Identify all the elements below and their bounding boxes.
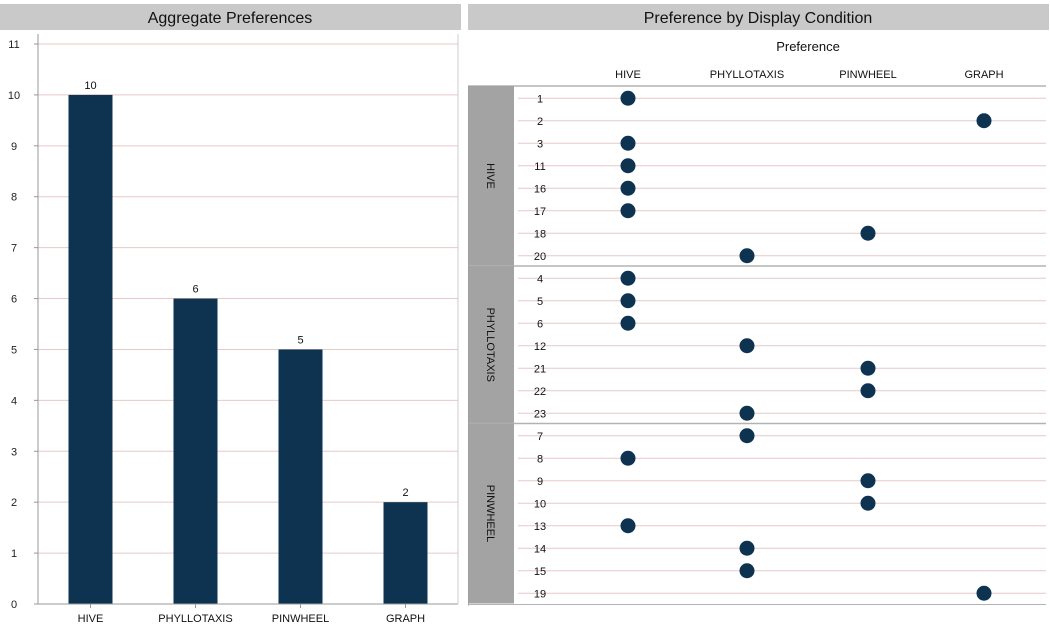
preference-dot bbox=[860, 225, 876, 241]
condition-group-hive: HIVE 1 2 3 11 16 17 18 20 bbox=[468, 85, 1046, 266]
preference-dot bbox=[739, 540, 755, 556]
row-id-label: 19 bbox=[534, 588, 546, 600]
left-y-tick-label: 8 bbox=[11, 192, 17, 204]
preference-dot bbox=[976, 113, 992, 129]
left-y-axis-ticks: 0 1 2 3 4 5 6 7 8 9 10 11 bbox=[8, 39, 38, 611]
bar-phyllotaxis bbox=[173, 298, 218, 604]
row-id-label: 14 bbox=[534, 543, 546, 555]
left-y-tick-label: 9 bbox=[11, 141, 17, 153]
preference-dot bbox=[620, 293, 636, 309]
preference-by-condition-chart: Preference by Display Condition Preferen… bbox=[468, 4, 1049, 606]
left-y-tick-label: 4 bbox=[11, 395, 17, 407]
left-y-tick-label: 6 bbox=[11, 294, 17, 306]
preference-dot bbox=[620, 203, 636, 219]
right-x-category-label: PINWHEEL bbox=[839, 69, 896, 81]
left-y-tick-label: 10 bbox=[8, 90, 20, 102]
preference-dot bbox=[620, 315, 636, 331]
right-x-category-label: GRAPH bbox=[964, 69, 1003, 81]
bar-value-label: 2 bbox=[402, 487, 408, 499]
row-id-label: 2 bbox=[537, 116, 543, 128]
left-x-tick-label: PINWHEEL bbox=[272, 613, 329, 625]
row-id-label: 18 bbox=[534, 228, 546, 240]
bar-value-label: 6 bbox=[192, 284, 198, 296]
bar-pinwheel bbox=[278, 349, 323, 604]
row-id-label: 10 bbox=[534, 498, 546, 510]
preference-dot bbox=[620, 270, 636, 286]
left-x-axis-ticks: HIVE PHYLLOTAXIS PINWHEEL GRAPH bbox=[78, 604, 425, 625]
left-chart-title: Aggregate Preferences bbox=[148, 10, 313, 27]
right-x-category-label: HIVE bbox=[615, 69, 641, 81]
preference-dot bbox=[739, 563, 755, 579]
left-y-tick-label: 11 bbox=[8, 39, 19, 51]
group-label-bg bbox=[468, 423, 514, 604]
preference-dot bbox=[860, 473, 876, 489]
preference-dot bbox=[620, 180, 636, 196]
preference-dot bbox=[620, 450, 636, 466]
group-label-bg bbox=[468, 266, 514, 424]
left-x-tick-label: PHYLLOTAXIS bbox=[158, 613, 232, 625]
group-label: HIVE bbox=[484, 163, 496, 189]
preference-dot bbox=[860, 383, 876, 399]
group-label-bg bbox=[468, 86, 514, 266]
right-chart-title: Preference by Display Condition bbox=[644, 10, 873, 27]
left-y-tick-label: 0 bbox=[11, 599, 17, 611]
preference-dot bbox=[739, 405, 755, 421]
row-id-label: 8 bbox=[537, 453, 543, 465]
preference-dot bbox=[976, 585, 992, 601]
row-id-label: 15 bbox=[534, 566, 546, 578]
left-panel-header-bg bbox=[0, 4, 461, 30]
left-y-tick-label: 7 bbox=[11, 243, 17, 255]
right-x-category-label: PHYLLOTAXIS bbox=[710, 69, 784, 81]
group-label: PINWHEEL bbox=[484, 485, 496, 542]
left-x-tick-label: HIVE bbox=[78, 613, 104, 625]
left-y-tick-label: 3 bbox=[11, 446, 17, 458]
row-id-label: 20 bbox=[534, 251, 546, 263]
bar-value-label: 5 bbox=[297, 334, 303, 346]
right-x-category-labels: HIVE PHYLLOTAXIS PINWHEEL GRAPH bbox=[615, 69, 1003, 81]
aggregate-preferences-chart: Aggregate Preferences 10 6 5 2 0 1 2 3 4 5 6 7 8 9 10… bbox=[0, 4, 461, 625]
condition-group-phyllotaxis: PHYLLOTAXIS 4 5 6 12 21 22 23 bbox=[468, 265, 1046, 424]
row-id-label: 9 bbox=[537, 476, 543, 488]
row-id-label: 16 bbox=[534, 183, 546, 195]
bar-hive bbox=[68, 94, 113, 604]
row-id-label: 7 bbox=[537, 431, 543, 443]
row-id-label: 21 bbox=[534, 363, 546, 375]
preference-dot bbox=[620, 158, 636, 174]
preference-dot bbox=[739, 338, 755, 354]
left-bars bbox=[68, 94, 428, 604]
bar-value-label: 10 bbox=[84, 80, 96, 92]
condition-group-pinwheel: PINWHEEL 7 8 9 10 13 14 15 19 bbox=[468, 422, 1046, 604]
left-bar-value-labels: 10 6 5 2 bbox=[84, 80, 408, 499]
group-label: PHYLLOTAXIS bbox=[484, 308, 496, 382]
right-x-axis-title: Preference bbox=[776, 39, 840, 54]
preference-dot bbox=[739, 248, 755, 264]
preference-dot bbox=[620, 90, 636, 106]
preference-dot bbox=[620, 518, 636, 534]
row-id-label: 23 bbox=[534, 408, 546, 420]
right-condition-groups: HIVE1231116171820PHYLLOTAXIS45612212223P… bbox=[468, 85, 1046, 605]
row-id-label: 11 bbox=[534, 161, 545, 173]
row-id-label: 13 bbox=[534, 521, 546, 533]
left-y-tick-label: 2 bbox=[11, 497, 17, 509]
row-id-label: 17 bbox=[534, 206, 546, 218]
row-id-label: 6 bbox=[537, 318, 543, 330]
bar-graph bbox=[383, 502, 428, 604]
preference-dot bbox=[860, 495, 876, 511]
left-y-tick-label: 1 bbox=[11, 548, 17, 560]
preference-dot bbox=[739, 428, 755, 444]
row-id-label: 22 bbox=[534, 386, 546, 398]
row-id-label: 4 bbox=[537, 273, 543, 285]
row-id-label: 5 bbox=[537, 296, 543, 308]
row-id-label: 1 bbox=[537, 93, 543, 105]
left-x-tick-label: GRAPH bbox=[386, 613, 425, 625]
preference-dot bbox=[620, 135, 636, 151]
left-y-tick-label: 5 bbox=[11, 344, 17, 356]
row-id-label: 12 bbox=[534, 341, 546, 353]
preference-dot bbox=[860, 360, 876, 376]
row-id-label: 3 bbox=[537, 138, 543, 150]
right-panel-header-bg bbox=[468, 4, 1049, 30]
